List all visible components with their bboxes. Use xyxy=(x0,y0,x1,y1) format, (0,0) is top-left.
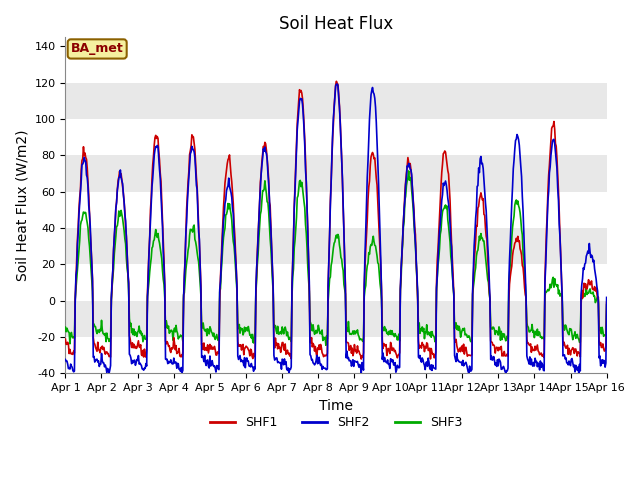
Bar xyxy=(65,119,607,156)
Bar xyxy=(65,300,607,337)
Title: Soil Heat Flux: Soil Heat Flux xyxy=(279,15,393,33)
Bar xyxy=(65,337,607,373)
Legend: SHF1, SHF2, SHF3: SHF1, SHF2, SHF3 xyxy=(205,411,467,434)
Bar xyxy=(65,47,607,83)
Bar xyxy=(65,192,607,228)
X-axis label: Time: Time xyxy=(319,398,353,413)
Text: BA_met: BA_met xyxy=(71,42,124,56)
Bar xyxy=(65,156,607,192)
Y-axis label: Soil Heat Flux (W/m2): Soil Heat Flux (W/m2) xyxy=(15,130,29,281)
Bar xyxy=(65,228,607,264)
Bar xyxy=(65,83,607,119)
Bar xyxy=(65,264,607,300)
